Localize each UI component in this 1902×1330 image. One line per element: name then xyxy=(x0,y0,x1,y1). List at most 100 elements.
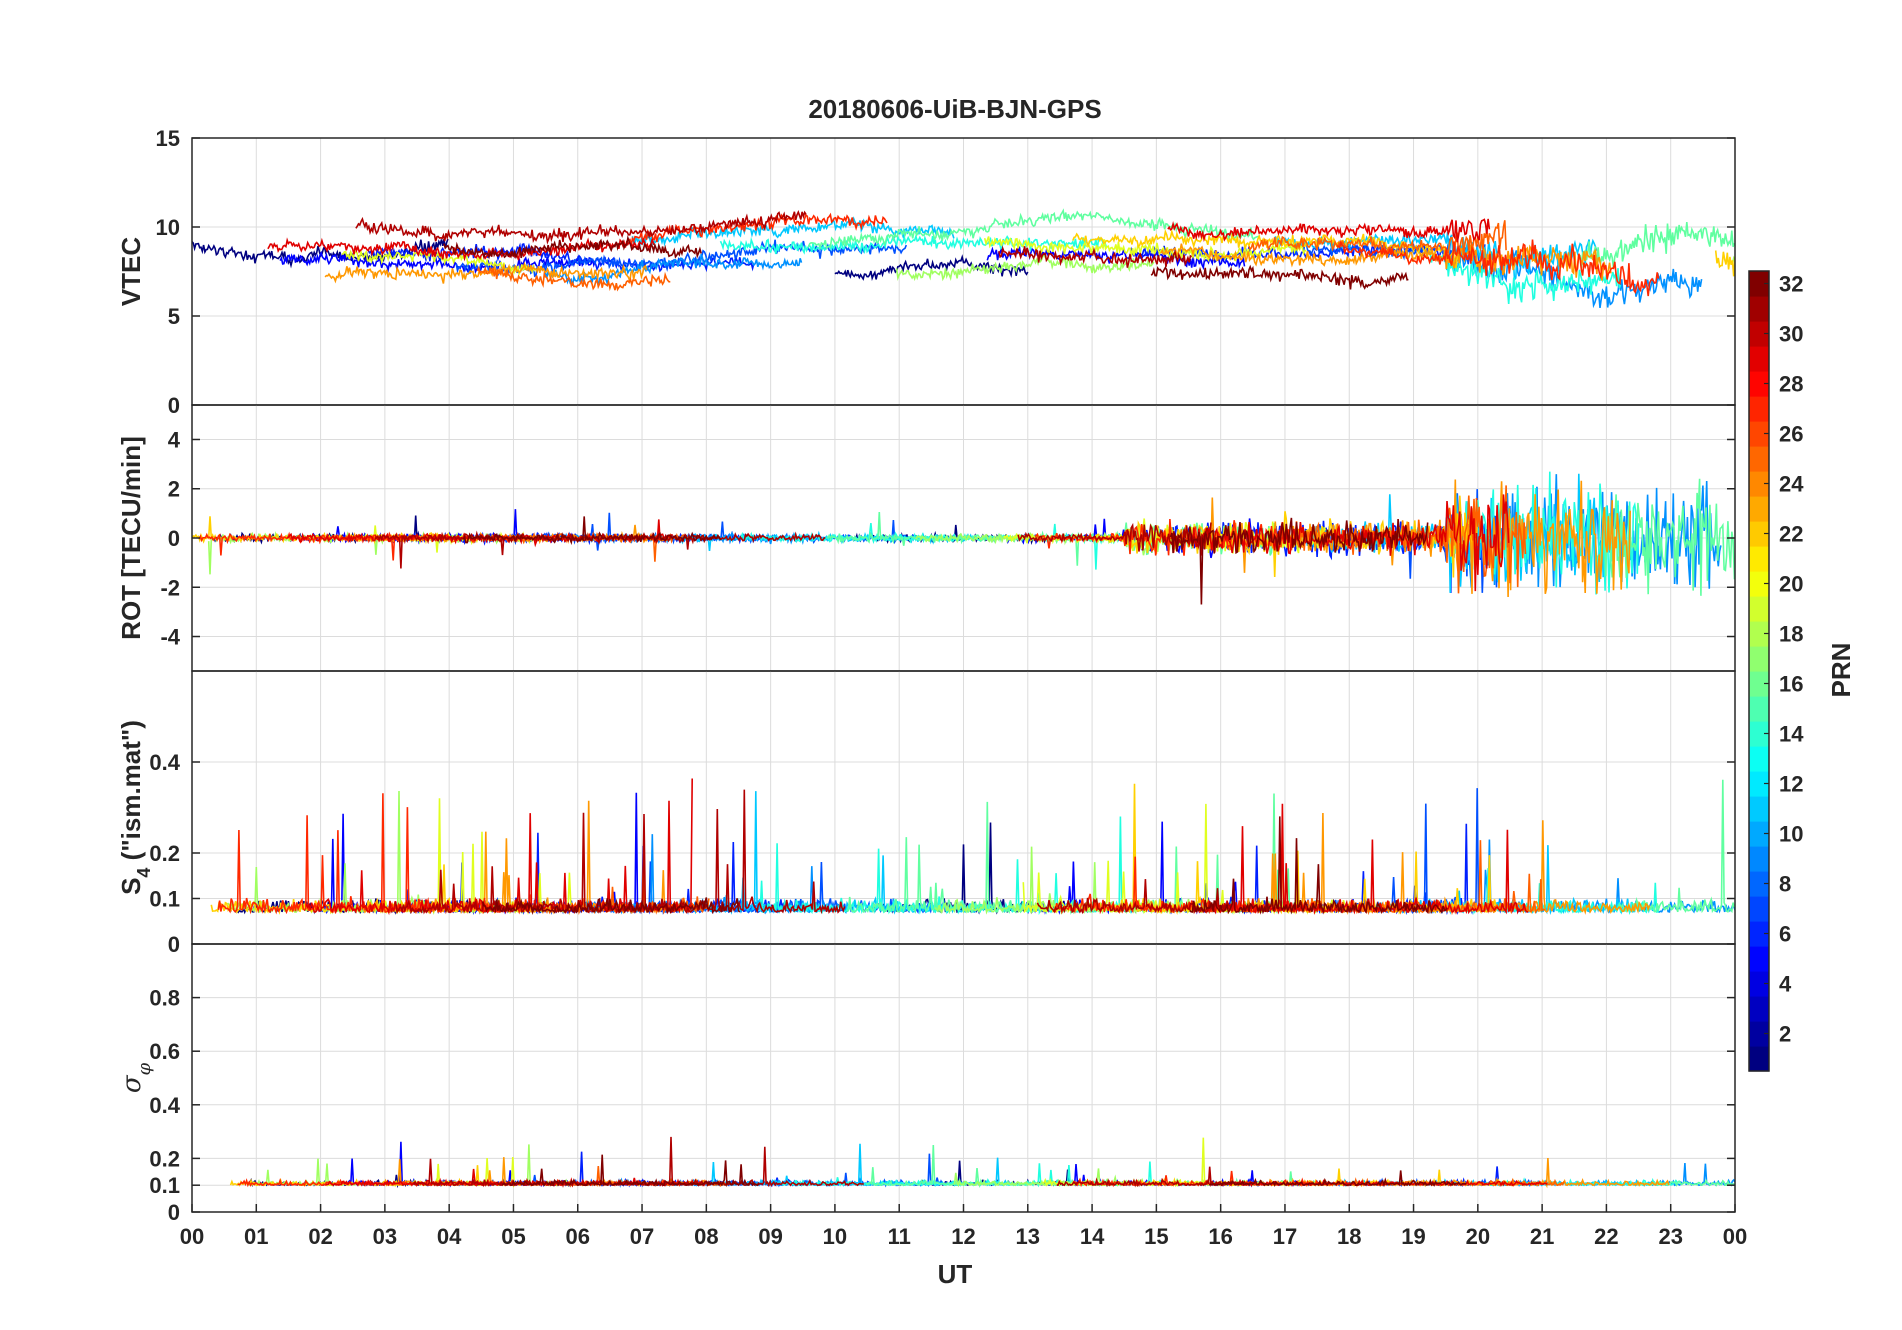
colorbar-segment xyxy=(1749,671,1769,697)
x-tick-label: 03 xyxy=(373,1224,397,1249)
colorbar-tick-label: 28 xyxy=(1779,372,1803,397)
y-tick-label: 0.2 xyxy=(149,841,180,866)
panel-sigma-series xyxy=(229,1136,1735,1189)
colorbar-tick-label: 14 xyxy=(1779,722,1804,747)
series-line-prn-32 xyxy=(1150,264,1409,290)
colorbar-segment xyxy=(1749,446,1769,472)
colorbar-tick-label: 26 xyxy=(1779,422,1803,447)
colorbar-segment xyxy=(1749,296,1769,322)
series-line-prn-13 xyxy=(758,816,1146,915)
x-tick-label: 22 xyxy=(1594,1224,1618,1249)
colorbar-tick-label: 6 xyxy=(1779,922,1791,947)
y-tick-label: -2 xyxy=(160,575,180,600)
y-tick-label: 0.1 xyxy=(149,1173,180,1198)
series-line-prn-25 xyxy=(1248,220,1507,260)
panel-rot-ylabel: ROT [TECU/min] xyxy=(116,436,146,640)
colorbar-segment xyxy=(1749,871,1769,897)
series-line-prn-32 xyxy=(462,516,722,546)
colorbar-segment xyxy=(1749,746,1769,772)
y-tick-label: 5 xyxy=(168,304,180,329)
series-line-prn-31 xyxy=(355,209,807,245)
colorbar-segment xyxy=(1749,996,1769,1022)
colorbar-frame xyxy=(1748,270,1770,1072)
panel-vtec-series xyxy=(192,208,1735,309)
colorbar-tick-label: 20 xyxy=(1779,572,1803,597)
y-tick-label: 0 xyxy=(168,932,180,957)
panel-vtec: 0 5 10 15 VTEC xyxy=(116,126,1736,418)
panel-s4: 0 0.1 0.2 0.4S4 ("ism.mat") xyxy=(116,670,1736,957)
colorbar-tick-label: 32 xyxy=(1779,272,1803,297)
series-line-prn-31 xyxy=(1017,522,1212,552)
y-tick-label: -4 xyxy=(160,625,180,650)
y-tick-label: 0.2 xyxy=(149,1146,180,1171)
colorbar-tick-label: 10 xyxy=(1779,822,1803,847)
series-line-prn-15 xyxy=(1579,222,1735,269)
colorbar-segment xyxy=(1749,721,1769,747)
colorbar-segment xyxy=(1749,621,1769,647)
series-line-prn-21 xyxy=(1714,250,1735,277)
colorbar-segment xyxy=(1749,846,1769,872)
colorbar-segment xyxy=(1749,696,1769,722)
x-tick-label: 00 xyxy=(1723,1224,1747,1249)
colorbar-segment xyxy=(1749,521,1769,547)
colorbar-tick-label: 2 xyxy=(1779,1022,1791,1047)
colorbar-segment xyxy=(1749,371,1769,397)
x-tick-label: 13 xyxy=(1016,1224,1040,1249)
series-line-prn-19 xyxy=(1042,1137,1365,1188)
series-line-prn-13 xyxy=(739,523,1127,570)
series-line-prn-27 xyxy=(1336,239,1660,297)
panel-s4-ylabel: S4 ("ism.mat") xyxy=(116,720,154,895)
x-tick-label: 19 xyxy=(1401,1224,1425,1249)
y-tick-label: 0.6 xyxy=(149,1039,180,1064)
x-tick-label: 12 xyxy=(951,1224,975,1249)
x-tick-label: 05 xyxy=(501,1224,525,1249)
colorbar-segment xyxy=(1749,896,1769,922)
y-tick-label: 0 xyxy=(168,393,180,418)
series-line-prn-7 xyxy=(474,512,927,551)
x-tick-label: 00 xyxy=(180,1224,204,1249)
x-tick-label: 11 xyxy=(888,1224,911,1249)
series-line-prn-13 xyxy=(719,233,1107,255)
series-line-prn-15 xyxy=(1598,478,1735,596)
series-line-prn-32 xyxy=(1208,1170,1467,1188)
series-line-prn-32 xyxy=(1169,517,1429,605)
series-line-prn-3 xyxy=(317,792,641,915)
colorbar-label: PRN xyxy=(1826,643,1856,698)
colorbar-segment xyxy=(1749,1046,1769,1072)
colorbar-segment xyxy=(1749,271,1769,297)
x-tick-label: 20 xyxy=(1466,1224,1490,1249)
series-line-prn-15 xyxy=(1637,1178,1735,1187)
colorbar-tick-label: 8 xyxy=(1779,872,1791,897)
series-line-prn-15 xyxy=(865,1144,1318,1188)
colorbar-segment xyxy=(1749,396,1769,422)
x-axis-label: UT xyxy=(938,1259,973,1289)
chart-title: 20180606-UiB-BJN-GPS xyxy=(808,94,1101,124)
x-tick-label: 17 xyxy=(1273,1224,1297,1249)
colorbar-segment xyxy=(1749,821,1769,847)
panel-rot-series xyxy=(192,471,1735,605)
colorbar-segment xyxy=(1749,1021,1769,1047)
x-tick-label: 07 xyxy=(630,1224,654,1249)
colorbar-tick-label: 24 xyxy=(1779,472,1804,497)
series-line-prn-32 xyxy=(501,1154,760,1188)
panel-sigma-ylabel: σφ xyxy=(117,1062,155,1093)
colorbar-segment xyxy=(1749,346,1769,372)
x-tick-label: 16 xyxy=(1208,1224,1232,1249)
y-tick-label: 0.8 xyxy=(149,986,180,1011)
colorbar-segment xyxy=(1749,421,1769,447)
series-line-prn-29 xyxy=(1167,218,1491,243)
colorbar-tick-label: 16 xyxy=(1779,672,1803,697)
y-tick-label: 10 xyxy=(156,215,180,240)
colorbar-segment xyxy=(1749,546,1769,572)
y-tick-label: 2 xyxy=(168,477,180,502)
series-line-prn-32 xyxy=(443,234,702,260)
x-tick-label: 18 xyxy=(1337,1224,1361,1249)
colorbar-tick-label: 30 xyxy=(1779,322,1803,347)
x-tick-label: 15 xyxy=(1144,1224,1168,1249)
panel-rot: -4 -2 0 2 4 ROT [TECU/min] xyxy=(116,404,1736,672)
series-line-prn-7 xyxy=(455,239,908,278)
x-tick-label: 21 xyxy=(1530,1224,1554,1249)
colorbar-segment xyxy=(1749,471,1769,497)
